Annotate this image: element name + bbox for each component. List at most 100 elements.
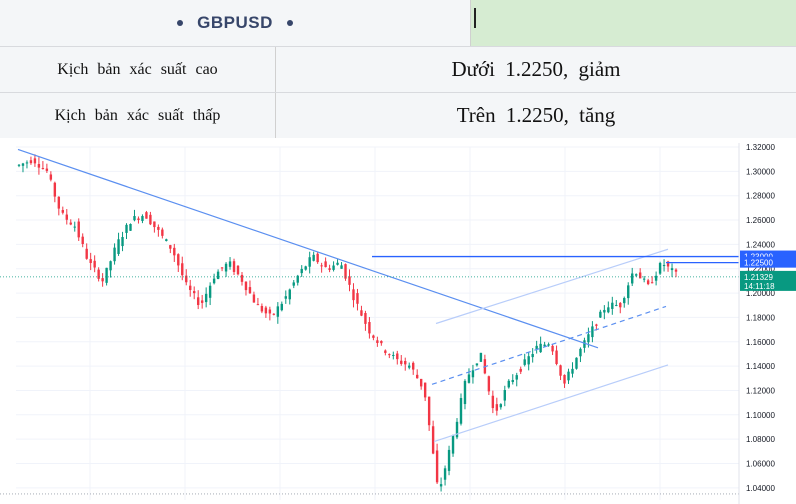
candle-body (81, 236, 84, 245)
candle-body (316, 253, 319, 263)
candle-body (611, 302, 614, 309)
candle-body (571, 368, 574, 374)
candle-body (177, 254, 180, 266)
candle-body (220, 267, 224, 269)
candle-body (631, 273, 634, 284)
candle-body (189, 285, 192, 291)
scenario-table: GBPUSD Kịch bản xác suất cao Dưới 1.2250… (0, 0, 796, 139)
price-label-text: 1.22500 (744, 259, 773, 268)
candle-body (439, 484, 443, 487)
chart-svg[interactable]: 1.32000 1.30000 1.28000 1.26000 1.24000 1.220… (0, 143, 796, 504)
candle-body (216, 271, 220, 280)
candle-body (443, 468, 447, 480)
scenario-value: Dưới 1.2250, giảm (451, 57, 621, 81)
candle-body (467, 374, 471, 383)
y-tick-label: 1.32000 (746, 143, 775, 152)
candle-body (173, 247, 176, 256)
candle-body (642, 278, 646, 280)
candle-body (276, 306, 280, 317)
channel-lower-line (433, 364, 669, 443)
candle-body (292, 282, 295, 286)
y-tick-label: 1.10000 (746, 411, 775, 420)
candle-body (61, 210, 65, 213)
y-tick-label: 1.14000 (746, 362, 775, 371)
chart-background (0, 143, 796, 504)
candle-body (603, 309, 606, 313)
candle-body (228, 261, 232, 267)
symbol-title: GBPUSD (197, 13, 273, 32)
candle-body (113, 247, 116, 262)
candle-body (384, 350, 387, 353)
candle-body (165, 239, 168, 241)
candle-body (431, 426, 435, 454)
candle-body (607, 307, 610, 313)
candle-body (256, 304, 260, 306)
candle-body (240, 274, 244, 282)
y-tick-label: 1.16000 (746, 338, 775, 347)
candle-body (662, 265, 666, 267)
down-trendline (17, 148, 599, 349)
candle-body (53, 182, 57, 197)
candle-body (658, 262, 662, 274)
y-tick-label: 1.22000 (746, 265, 775, 274)
candle-body (447, 449, 451, 471)
candle-body (595, 324, 598, 326)
candle-body (161, 229, 164, 236)
candle-body (459, 398, 463, 424)
candle-body (356, 293, 359, 304)
y-tick-label: 1.12000 (746, 386, 775, 395)
candle-body (487, 376, 491, 392)
candle-body (109, 261, 112, 271)
candle-body (157, 226, 160, 230)
candle-body (49, 174, 53, 180)
candle-body (352, 289, 355, 301)
y-tick-label: 1.26000 (746, 216, 775, 225)
candle-body (587, 334, 590, 343)
candle-body (435, 450, 439, 483)
price-label-box (740, 270, 796, 291)
candle-body (332, 265, 335, 270)
candle-body (583, 340, 586, 348)
candle-body (145, 212, 148, 219)
candle-body (463, 380, 467, 405)
candle-body (591, 326, 594, 338)
candle-body (499, 404, 503, 408)
candle-body (137, 218, 140, 220)
table-row: Kịch bản xác suất thấp Trên 1.2250, tăng (0, 92, 796, 138)
y-tick-label: 1.24000 (746, 240, 775, 249)
candle-body (97, 269, 100, 279)
price-chart[interactable]: 1.32000 1.30000 1.28000 1.26000 1.24000 1.220… (0, 143, 796, 504)
candle-body (236, 265, 240, 275)
candle-body (336, 262, 339, 265)
candle-body (169, 245, 172, 249)
candle-body (619, 302, 622, 308)
candle-body (212, 278, 216, 284)
candle-body (666, 261, 670, 267)
candle-body (503, 390, 506, 401)
candle-body (41, 168, 45, 170)
candle-body (73, 226, 76, 228)
candle-body (141, 216, 144, 221)
channel-upper-line (435, 248, 669, 325)
candle-body (248, 287, 252, 294)
candle-body (244, 281, 248, 291)
candle-body (232, 261, 236, 272)
candle-body (404, 360, 407, 365)
price-label-box (740, 250, 796, 262)
candle-body (121, 237, 124, 247)
candle-body (491, 395, 495, 409)
candle-body (360, 310, 363, 316)
header-cell-empty[interactable] (471, 0, 796, 46)
candle-body (85, 248, 88, 259)
candle-body (25, 162, 29, 164)
candle-body (280, 303, 284, 311)
candle-body (181, 263, 184, 276)
candle-body (21, 163, 25, 166)
candle-body (412, 362, 415, 370)
candle-body (117, 239, 120, 255)
candle-body (400, 360, 403, 364)
candle-body (415, 374, 419, 379)
candle-body (304, 266, 307, 270)
candle-body (427, 396, 431, 426)
candle-body (133, 216, 136, 221)
